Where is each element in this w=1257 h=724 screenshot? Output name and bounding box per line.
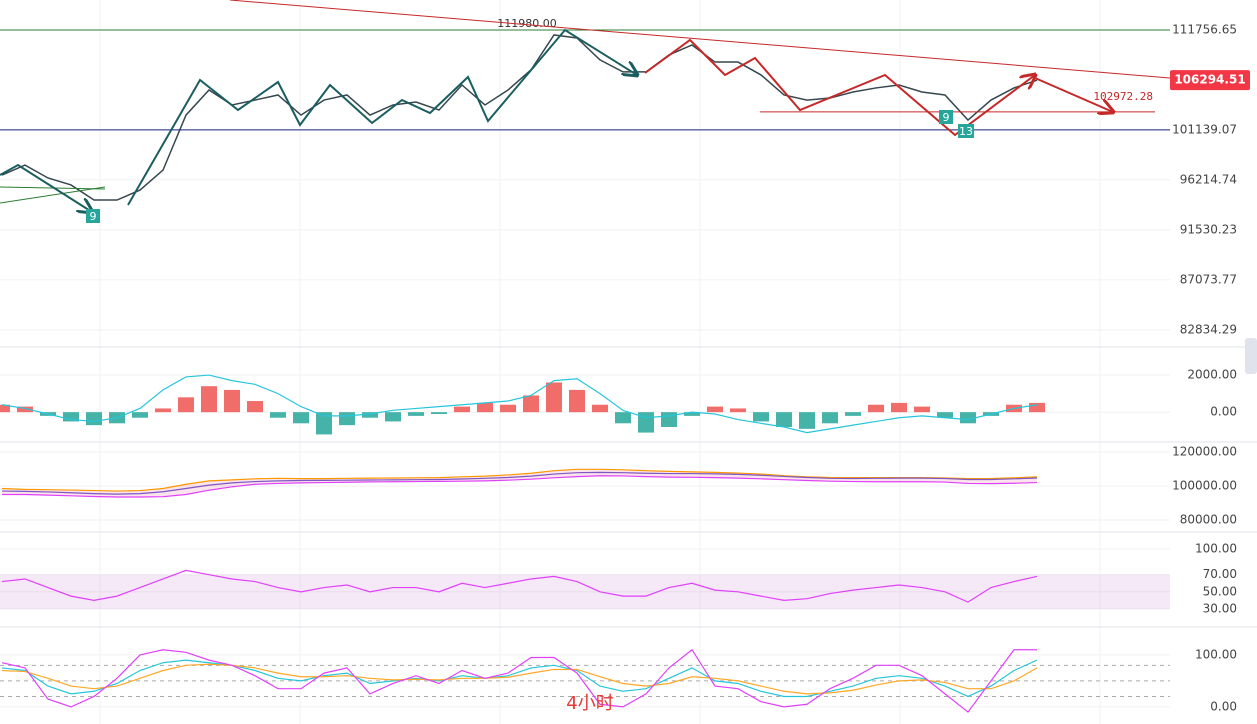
plot-layer: 111756.65 101139.07 96214.74 91530.23 87073.…	[0, 17, 1257, 713]
y-tick-label: 100.00	[1195, 647, 1237, 661]
marker-box	[958, 124, 974, 138]
y-tick-label: 100000.00	[1172, 478, 1237, 492]
histogram-bar	[500, 404, 516, 413]
histogram-bar	[362, 412, 378, 418]
histogram-bar	[385, 412, 401, 422]
histogram-bar	[477, 402, 493, 413]
price-tag	[1170, 70, 1250, 91]
trend-line	[229, 0, 1171, 79]
histogram-bar	[592, 404, 608, 413]
histogram-bar	[247, 401, 263, 413]
marker-box	[939, 110, 953, 124]
y-tick-label: 70.00	[1203, 567, 1237, 581]
histogram-bar	[753, 412, 769, 422]
marker-label: 9	[943, 111, 950, 124]
series-line	[1, 569, 1038, 603]
histogram-bar	[822, 412, 838, 424]
background-grid	[99, 0, 1101, 724]
drawings	[0, 0, 1171, 212]
histogram-bar	[0, 404, 10, 413]
y-tick-label: 0.00	[1210, 405, 1237, 419]
band	[0, 574, 1170, 609]
histogram-bar	[845, 412, 861, 416]
series-line	[2, 475, 1038, 498]
histogram-bar	[776, 412, 792, 428]
trend-line	[0, 186, 106, 204]
zigzag	[644, 38, 1035, 137]
marker-box	[86, 209, 100, 223]
y-tick-label: 120000.00	[1172, 444, 1237, 458]
y-tick-label: 2000.00	[1187, 368, 1237, 382]
histogram-bar	[684, 412, 700, 416]
histogram-bar	[868, 404, 884, 413]
histogram-bar	[408, 412, 424, 416]
histogram-bar	[707, 406, 723, 413]
y-tick-label: 80000.00	[1180, 512, 1237, 526]
y-tick-label: 82834.29	[1180, 322, 1237, 336]
histogram-bar	[270, 412, 286, 418]
histogram-bar	[799, 412, 815, 429]
histogram-bar	[86, 412, 102, 426]
histogram-bar	[155, 408, 171, 413]
series-line	[1, 648, 1037, 713]
histogram-bar	[431, 412, 447, 415]
histogram-bar	[224, 389, 240, 413]
marker-label: 9	[90, 210, 97, 223]
price-tag-label: 106294.51	[1174, 73, 1245, 87]
histogram-bar	[914, 406, 930, 413]
histogram-bar	[960, 412, 976, 424]
histogram-bar	[730, 408, 746, 413]
zigzag	[0, 163, 92, 212]
series-line	[1, 659, 1038, 698]
histogram-bar	[17, 406, 33, 413]
histogram-bar	[293, 412, 309, 424]
marker-label: 13	[959, 125, 973, 138]
histogram-bar	[178, 397, 194, 413]
histogram-bar	[546, 382, 562, 413]
histogram-bar	[454, 406, 470, 413]
series-line	[1, 468, 1038, 492]
y-tick-label: 100.00	[1195, 541, 1237, 555]
y-tick-label: 50.00	[1203, 584, 1237, 598]
histogram-bar	[132, 412, 148, 418]
level-label: 102972.28	[1093, 90, 1153, 103]
histogram-bar	[1029, 402, 1045, 413]
timeframe-label: 4小时	[566, 693, 613, 714]
histogram-bar	[201, 386, 217, 413]
projection-arrow	[1034, 77, 1113, 112]
series-line	[1, 34, 1038, 201]
y-tick-label: 91530.23	[1180, 222, 1237, 236]
histogram-bar	[638, 412, 654, 433]
histogram-bar	[937, 412, 953, 418]
histogram-bar	[569, 389, 585, 413]
peak-label: 111980.00	[497, 17, 557, 30]
series-line	[1, 663, 1038, 695]
band-fill	[2, 469, 1037, 498]
series-line	[1, 471, 1038, 495]
y-tick-label: 87073.77	[1180, 272, 1237, 286]
histogram-bar	[891, 402, 907, 413]
histogram-bar	[339, 412, 355, 426]
y-tick-label: 101139.07	[1172, 122, 1237, 136]
y-tick-label: 96214.74	[1180, 172, 1237, 186]
side-tab[interactable]	[1245, 338, 1257, 374]
histogram-bar	[615, 412, 631, 424]
histogram-bar	[63, 412, 79, 422]
y-tick-label: 30.00	[1203, 601, 1237, 615]
td-markers: 9 9 13	[86, 110, 974, 223]
histogram-bar	[316, 412, 332, 435]
zigzag	[127, 28, 637, 206]
y-tick-label: 111756.65	[1172, 22, 1237, 36]
series-line	[1, 374, 1038, 434]
histogram-bar	[523, 395, 539, 413]
y-tick-label: 0.00	[1210, 699, 1237, 713]
